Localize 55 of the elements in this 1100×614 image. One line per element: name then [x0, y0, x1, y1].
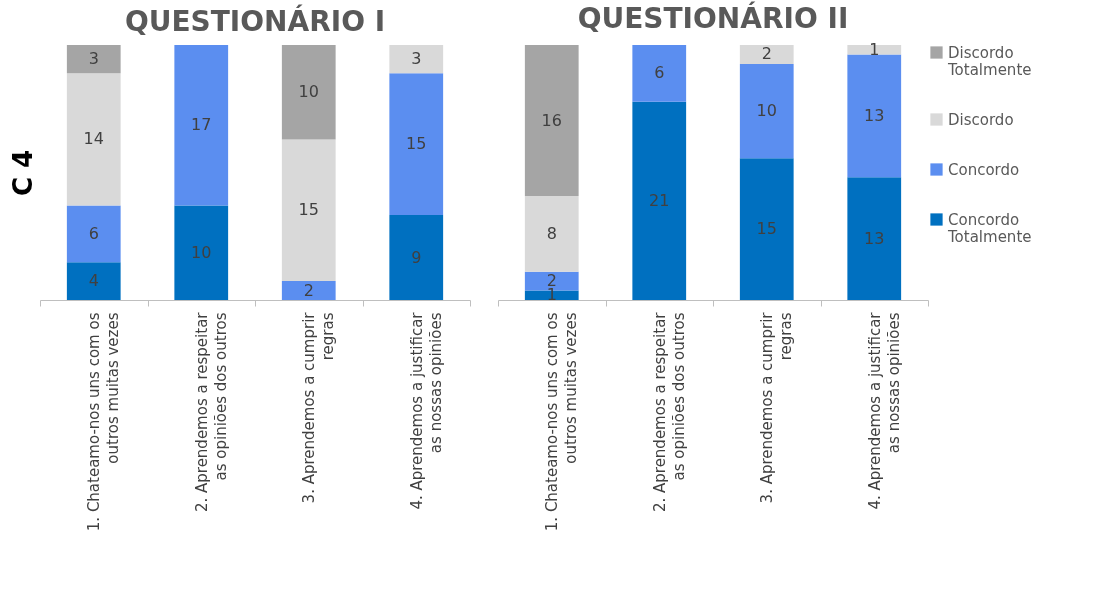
bar: [66, 73, 121, 206]
bar: [281, 45, 336, 140]
x-tick-label: 1. Chateamo-nos uns com os outros muitas vezes: [85, 312, 123, 532]
data-label: 13: [864, 228, 885, 248]
bar: [847, 54, 902, 178]
chart-title: QUESTIONÁRIO II: [577, 0, 849, 35]
chart-title: QUESTIONÁRIO I: [124, 4, 386, 38]
bar: [847, 177, 902, 300]
data-label: 3: [88, 49, 99, 69]
bar: [524, 196, 579, 272]
x-tick-label: 3. Aprendemos a cumprir regras: [300, 311, 338, 504]
legend-label: Concordo: [948, 160, 1020, 179]
bar: [174, 205, 229, 300]
data-label: 3: [411, 49, 422, 69]
data-label: 10: [298, 82, 319, 102]
data-label: 10: [191, 242, 212, 262]
data-label: 8: [546, 223, 557, 243]
y-axis-title: C 4: [7, 149, 38, 197]
data-label: 15: [406, 134, 427, 154]
bar: [281, 281, 336, 300]
bar: [524, 290, 579, 300]
legend-label: Discordo Totalmente: [947, 43, 1032, 79]
x-tick-label: 3. Aprendemos a cumprir regras: [758, 311, 796, 504]
data-label: 2: [761, 44, 772, 64]
data-label: 21: [649, 190, 670, 210]
bar: [66, 45, 121, 74]
bar: [739, 158, 794, 300]
bar: [847, 45, 902, 55]
bar: [739, 45, 794, 64]
data-label: 10: [756, 101, 777, 121]
legend-label: Discordo: [948, 110, 1014, 129]
bar: [389, 215, 444, 300]
bar: [389, 73, 444, 215]
bar: [281, 139, 336, 282]
data-label: 15: [756, 219, 777, 239]
bar: [389, 45, 444, 74]
bar: [524, 45, 579, 197]
data-label: 14: [83, 129, 104, 149]
data-label: 16: [541, 110, 562, 130]
data-label: 4: [88, 271, 99, 291]
bar: [739, 63, 794, 159]
bar: [632, 101, 687, 300]
data-label: 1: [869, 39, 880, 59]
bar: [66, 205, 121, 263]
data-label: 6: [654, 63, 665, 83]
data-label: 13: [864, 105, 885, 125]
bar: [66, 262, 121, 300]
data-label: 6: [88, 223, 99, 243]
data-label: 9: [411, 247, 422, 267]
bar: [632, 45, 687, 102]
data-label: 15: [298, 200, 319, 220]
data-label: 2: [303, 280, 314, 300]
legend-label: Concordo Totalmente: [947, 210, 1032, 246]
bar: [174, 45, 229, 206]
data-label: 17: [191, 115, 212, 135]
